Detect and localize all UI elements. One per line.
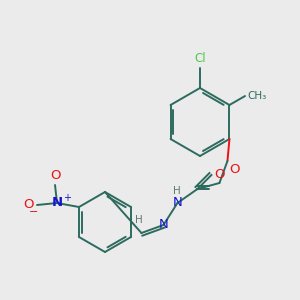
Text: O: O — [230, 163, 240, 176]
Text: H: H — [172, 186, 180, 196]
Text: O: O — [23, 199, 34, 212]
Text: −: − — [29, 207, 39, 217]
Text: +: + — [63, 193, 71, 203]
Text: CH₃: CH₃ — [247, 91, 266, 101]
Text: N: N — [52, 196, 63, 209]
Text: H: H — [135, 215, 142, 225]
Text: O: O — [214, 169, 225, 182]
Text: Cl: Cl — [194, 52, 206, 65]
Text: N: N — [172, 196, 182, 209]
Text: N: N — [159, 218, 168, 232]
Text: O: O — [50, 169, 60, 182]
